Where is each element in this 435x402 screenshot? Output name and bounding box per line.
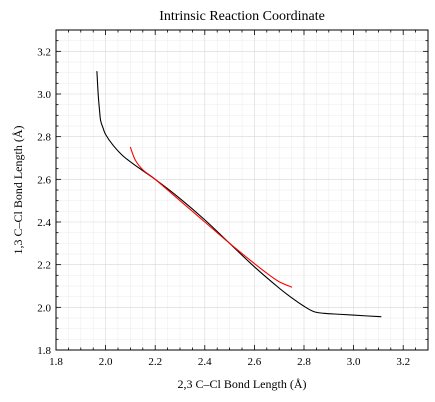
x-tick-label: 2.4 (198, 356, 212, 368)
x-tick-label: 3.2 (396, 356, 410, 368)
series-line-red (129, 146, 293, 288)
y-tick-label: 3.2 (37, 46, 51, 58)
x-tick-label: 3.0 (347, 356, 361, 368)
y-tick-label: 2.0 (37, 302, 51, 314)
y-tick-label: 1.8 (37, 345, 51, 357)
x-tick-label: 2.0 (99, 356, 113, 368)
y-tick-label: 2.2 (37, 260, 51, 272)
y-tick-label: 2.6 (37, 174, 51, 186)
y-tick-label: 3.0 (37, 89, 51, 101)
y-axis-label: 1,3 C–Cl Bond Length (Å) (11, 126, 25, 255)
grid (55, 29, 429, 351)
series-layer (96, 71, 382, 318)
axis-ticks (55, 29, 429, 351)
x-axis-label: 2,3 C–Cl Bond Length (Å) (178, 377, 307, 391)
x-tick-label: 2.6 (248, 356, 262, 368)
x-tick-label: 2.8 (297, 356, 311, 368)
chart-title: Intrinsic Reaction Coordinate (159, 9, 325, 24)
tick-labels: 1.8 2.0 2.2 2.4 2.6 2.8 3.0 3.2 1.8 2.0 2.2 2.4 2.6 2… (37, 46, 410, 368)
y-tick-label: 2.4 (37, 217, 51, 229)
series-line-black (96, 71, 382, 318)
x-tick-label: 1.8 (49, 356, 63, 368)
x-tick-label: 2.2 (148, 356, 162, 368)
y-tick-label: 2.8 (37, 132, 51, 144)
